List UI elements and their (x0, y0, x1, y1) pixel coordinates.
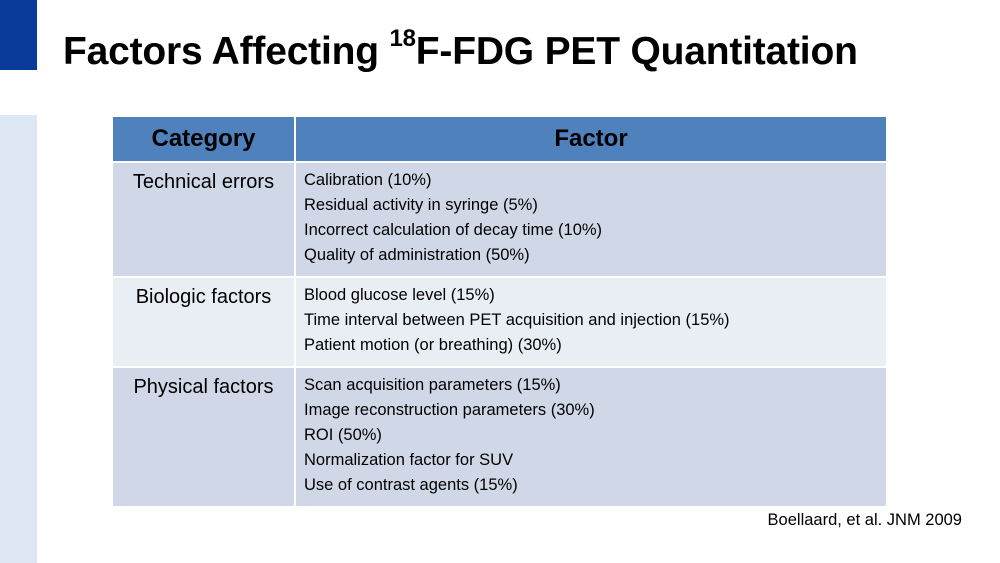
factor-cell: Calibration (10%) Residual activity in s… (294, 161, 888, 278)
accent-bar-side (0, 115, 37, 563)
category-cell: Biologic factors (111, 276, 296, 368)
table-row: Technical errors Calibration (10%) Resid… (111, 161, 888, 278)
factor-item: Calibration (10%) (304, 171, 432, 189)
header-category: Category (111, 115, 296, 163)
title-prefix: Factors Affecting (63, 30, 390, 73)
category-cell: Technical errors (111, 161, 296, 278)
factor-item: Time interval between PET acquisition an… (304, 311, 730, 329)
slide-title: Factors Affecting 18F-FDG PET Quantitati… (63, 27, 858, 74)
factors-table: Category Factor Technical errors Calibra… (111, 115, 888, 508)
factor-item: ROI (50%) (304, 426, 382, 444)
factor-item: Scan acquisition parameters (15%) (304, 376, 561, 394)
table-header-row: Category Factor (111, 115, 888, 163)
table-row: Biologic factors Blood glucose level (15… (111, 276, 888, 368)
header-factor: Factor (294, 115, 888, 163)
factor-item: Residual activity in syringe (5%) (304, 196, 538, 214)
factor-cell: Blood glucose level (15%) Time interval … (294, 276, 888, 368)
category-cell: Physical factors (111, 366, 296, 508)
factor-item: Quality of administration (50%) (304, 246, 530, 264)
factor-item: Use of contrast agents (15%) (304, 476, 518, 494)
citation: Boellaard, et al. JNM 2009 (767, 511, 962, 529)
factor-item: Incorrect calculation of decay time (10%… (304, 221, 603, 239)
title-suffix: F-FDG PET Quantitation (415, 30, 858, 73)
factor-item: Normalization factor for SUV (304, 451, 514, 469)
factor-cell: Scan acquisition parameters (15%) Image … (294, 366, 888, 508)
title-superscript: 18 (389, 25, 416, 52)
table-row: Physical factors Scan acquisition parame… (111, 366, 888, 508)
factor-item: Blood glucose level (15%) (304, 286, 495, 304)
factor-item: Patient motion (or breathing) (30%) (304, 336, 562, 354)
factor-item: Image reconstruction parameters (30%) (304, 401, 595, 419)
accent-bar-top (0, 0, 37, 70)
